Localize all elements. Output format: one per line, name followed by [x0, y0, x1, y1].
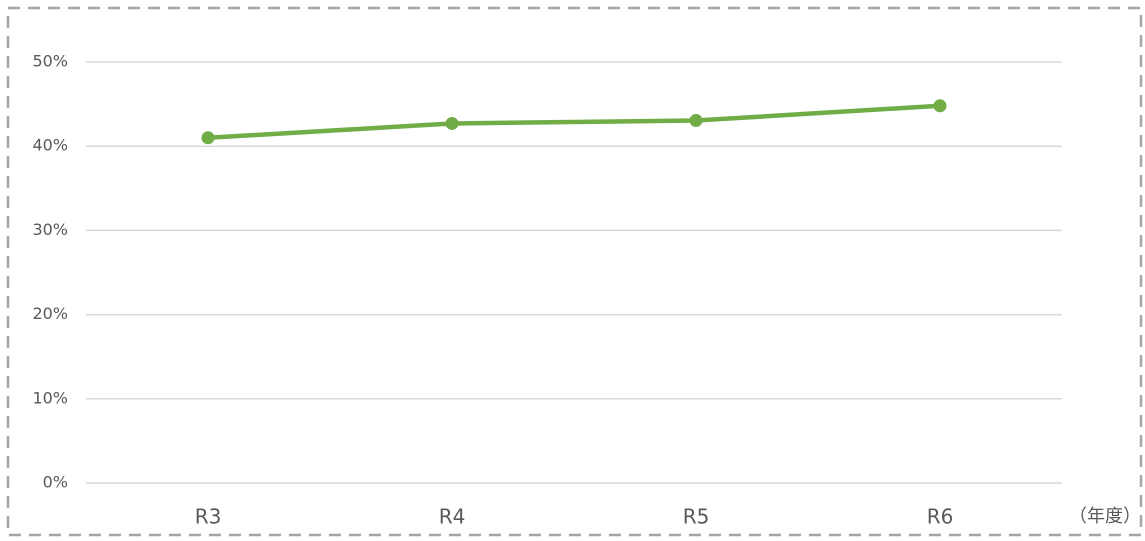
y-tick-label: 30%	[32, 220, 68, 239]
y-tick-label: 50%	[32, 52, 68, 71]
x-axis-label: （年度）	[1069, 506, 1141, 527]
y-tick-label: 20%	[32, 304, 68, 323]
frame	[6, 6, 1143, 537]
data-line	[207, 103, 941, 141]
x-tick-label: R5	[683, 505, 710, 529]
x-tick-label: R6	[927, 505, 954, 529]
x-tick-label: R3	[195, 505, 222, 529]
y-tick-label: 10%	[32, 388, 68, 407]
data-point	[689, 114, 703, 128]
data-point	[445, 116, 459, 130]
x-tick-label: R4	[439, 505, 466, 529]
data-point	[201, 131, 215, 145]
y-tick-label: 40%	[32, 136, 68, 155]
y-tick-label: 0%	[43, 473, 68, 492]
data-point	[933, 99, 947, 113]
